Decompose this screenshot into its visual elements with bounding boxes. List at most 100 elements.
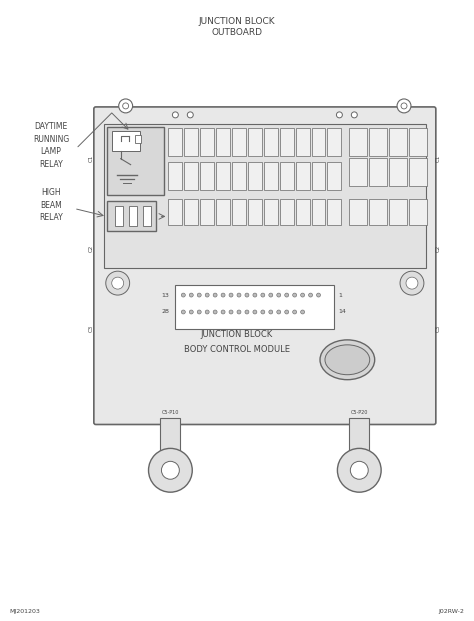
Bar (409, 128, 427, 156)
Circle shape (148, 448, 192, 492)
Circle shape (205, 293, 209, 297)
Bar (107, 201, 156, 232)
Circle shape (162, 461, 179, 479)
Text: C3: C3 (436, 324, 441, 332)
Circle shape (253, 310, 257, 314)
Bar (161, 417, 180, 462)
Bar (280, 161, 294, 189)
Bar (264, 128, 278, 156)
Text: J02RW-2: J02RW-2 (439, 609, 465, 614)
Text: C2: C2 (89, 245, 94, 252)
Bar (216, 161, 230, 189)
Bar (232, 199, 246, 225)
Bar (184, 161, 198, 189)
Bar (296, 128, 310, 156)
Bar (248, 128, 262, 156)
Bar (409, 199, 427, 225)
Circle shape (351, 112, 357, 118)
Bar (311, 199, 326, 225)
Bar (349, 158, 367, 186)
Bar (296, 161, 310, 189)
Bar (389, 158, 407, 186)
Text: C1: C1 (436, 155, 441, 162)
Bar (349, 417, 369, 462)
Bar (200, 161, 214, 189)
Bar (115, 206, 123, 227)
Circle shape (269, 310, 273, 314)
Circle shape (197, 310, 201, 314)
Text: C1: C1 (89, 155, 94, 162)
Text: 14: 14 (338, 309, 346, 314)
Circle shape (245, 293, 249, 297)
Circle shape (397, 99, 411, 113)
Circle shape (213, 310, 217, 314)
Circle shape (301, 310, 305, 314)
Circle shape (401, 103, 407, 109)
Circle shape (237, 293, 241, 297)
Bar (369, 158, 387, 186)
Circle shape (221, 293, 225, 297)
Bar (168, 161, 182, 189)
Bar (264, 161, 278, 189)
Circle shape (309, 293, 312, 297)
Circle shape (337, 112, 342, 118)
Bar (280, 128, 294, 156)
Circle shape (261, 310, 265, 314)
Bar (216, 199, 230, 225)
Text: MJ201203: MJ201203 (9, 609, 40, 614)
Bar (409, 158, 427, 186)
Text: 28: 28 (162, 309, 169, 314)
Bar (264, 199, 278, 225)
Bar (328, 199, 341, 225)
Circle shape (213, 293, 217, 297)
Bar (389, 128, 407, 156)
Circle shape (317, 293, 320, 297)
Circle shape (253, 293, 257, 297)
Bar (349, 199, 367, 225)
Bar (311, 128, 326, 156)
Circle shape (189, 293, 193, 297)
Circle shape (189, 310, 193, 314)
Circle shape (182, 293, 185, 297)
Bar (296, 199, 310, 225)
Bar (280, 199, 294, 225)
Circle shape (173, 112, 178, 118)
Circle shape (205, 310, 209, 314)
Bar (168, 128, 182, 156)
FancyBboxPatch shape (94, 107, 436, 425)
Bar (369, 128, 387, 156)
Text: 1: 1 (338, 292, 342, 297)
Circle shape (301, 293, 305, 297)
Text: JUNCTION BLOCK: JUNCTION BLOCK (199, 17, 275, 26)
Circle shape (118, 99, 133, 113)
Circle shape (261, 293, 265, 297)
Circle shape (285, 293, 289, 297)
Bar (248, 161, 262, 189)
Text: C5-P10: C5-P10 (162, 410, 179, 415)
Circle shape (245, 310, 249, 314)
Circle shape (406, 277, 418, 289)
Text: HIGH
BEAM
RELAY: HIGH BEAM RELAY (39, 188, 63, 222)
Circle shape (187, 112, 193, 118)
Circle shape (237, 310, 241, 314)
Bar (232, 128, 246, 156)
Text: 13: 13 (162, 292, 169, 297)
Text: JUNCTION BLOCK
BODY CONTROL MODULE: JUNCTION BLOCK BODY CONTROL MODULE (184, 330, 290, 353)
Bar (200, 128, 214, 156)
Text: OUTBOARD: OUTBOARD (211, 28, 263, 37)
Ellipse shape (320, 340, 374, 379)
Circle shape (269, 293, 273, 297)
Circle shape (197, 293, 201, 297)
Bar (107, 127, 164, 194)
Circle shape (400, 271, 424, 295)
Bar (369, 199, 387, 225)
Circle shape (182, 310, 185, 314)
Bar (184, 128, 198, 156)
Ellipse shape (325, 345, 370, 374)
Bar (328, 161, 341, 189)
Bar (349, 128, 367, 156)
Circle shape (292, 310, 297, 314)
Bar (143, 206, 151, 227)
Circle shape (221, 310, 225, 314)
Bar (135, 135, 141, 143)
